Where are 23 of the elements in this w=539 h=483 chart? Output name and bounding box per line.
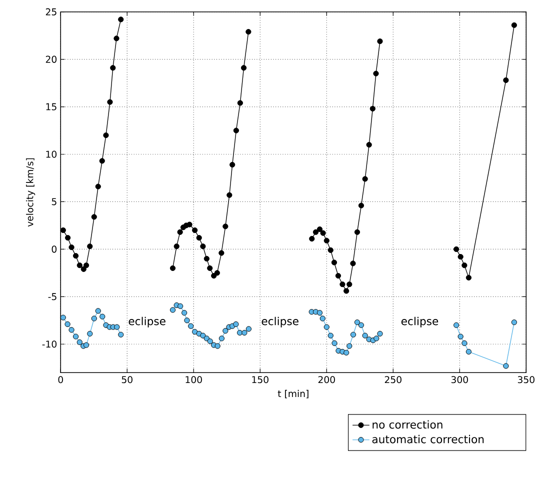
y-tick-label: 25 (46, 8, 56, 16)
y-tick-label: 20 (46, 56, 57, 63)
x-tick-label: 350 (518, 376, 534, 384)
y-tick-label: -5 (48, 293, 56, 300)
x-axis-title: t [min] (278, 390, 308, 398)
x-tick-label: 150 (252, 376, 268, 384)
x-tick-label: 50 (122, 376, 132, 384)
x-tick-label: 100 (186, 376, 202, 384)
y-tick-label: 15 (46, 103, 56, 110)
y-tick-label: 0 (52, 245, 57, 253)
y-tick-label: 10 (46, 150, 57, 158)
legend-label: no correction (372, 420, 442, 429)
legend-label: automatic correction (372, 434, 484, 444)
y-tick-label: -10 (42, 340, 57, 348)
y-tick-label: 5 (52, 198, 56, 206)
annotation: eclipse (401, 316, 438, 328)
annotation: eclipse (128, 316, 166, 328)
annotation: eclipse (262, 316, 298, 328)
y-axis-title: velocity [km/s] (26, 158, 36, 226)
x-tick-label: 0 (58, 376, 63, 384)
x-tick-label: 250 (384, 376, 402, 384)
x-tick-label: 200 (318, 376, 335, 384)
x-tick-label: 300 (451, 376, 468, 384)
